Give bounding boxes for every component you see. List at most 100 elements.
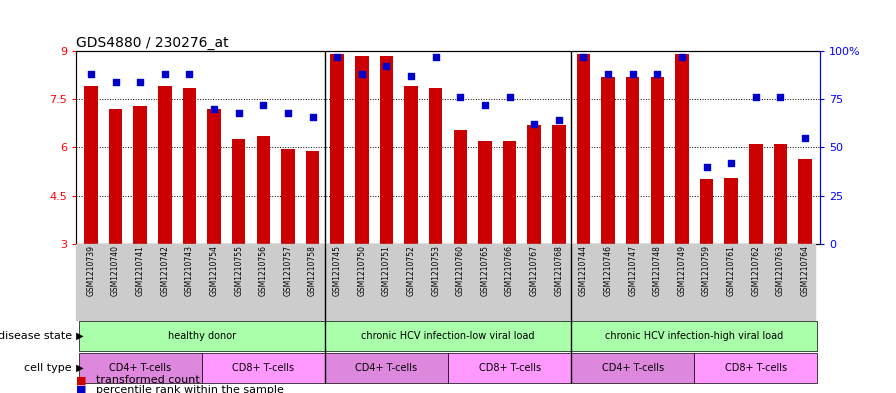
Bar	[108, 109, 123, 244]
Point	[675, 54, 689, 60]
Text: GSM1210768: GSM1210768	[555, 245, 564, 296]
Bar	[528, 125, 541, 244]
Bar	[380, 56, 393, 244]
Point	[749, 94, 763, 101]
Bar	[134, 106, 147, 244]
Bar	[325, 353, 448, 384]
Text: GSM1210751: GSM1210751	[382, 245, 391, 296]
Text: disease state: disease state	[0, 331, 72, 341]
Bar	[478, 141, 492, 244]
Bar	[183, 88, 196, 244]
Bar	[306, 151, 319, 244]
Text: ▶: ▶	[73, 363, 84, 373]
Point	[158, 71, 172, 77]
Bar	[798, 159, 812, 244]
Bar	[331, 54, 344, 244]
Text: GSM1210739: GSM1210739	[86, 245, 96, 296]
Bar	[700, 180, 713, 244]
Point	[83, 71, 98, 77]
Point	[453, 94, 468, 101]
Point	[552, 117, 566, 123]
Text: ▶: ▶	[73, 331, 84, 341]
Text: GSM1210757: GSM1210757	[283, 245, 292, 296]
Text: GSM1210767: GSM1210767	[530, 245, 538, 296]
Bar	[325, 321, 571, 351]
Point	[700, 163, 714, 170]
Bar	[202, 353, 325, 384]
Bar	[773, 144, 788, 244]
Bar	[453, 130, 467, 244]
Bar	[601, 77, 615, 244]
Point	[404, 73, 418, 79]
Text: CD4+ T-cells: CD4+ T-cells	[601, 363, 664, 373]
Text: CD8+ T-cells: CD8+ T-cells	[478, 363, 540, 373]
Text: GSM1210752: GSM1210752	[407, 245, 416, 296]
Text: GSM1210764: GSM1210764	[800, 245, 810, 296]
Point	[576, 54, 590, 60]
Bar	[626, 77, 640, 244]
Bar	[158, 86, 171, 244]
Point	[133, 79, 147, 85]
Text: chronic HCV infection-high viral load: chronic HCV infection-high viral load	[605, 331, 783, 341]
Point	[428, 54, 443, 60]
Text: GSM1210746: GSM1210746	[604, 245, 613, 296]
Bar	[577, 54, 590, 244]
Text: GSM1210755: GSM1210755	[234, 245, 243, 296]
Text: ■: ■	[76, 375, 87, 386]
Text: CD8+ T-cells: CD8+ T-cells	[725, 363, 787, 373]
Point	[650, 71, 665, 77]
Text: GSM1210765: GSM1210765	[480, 245, 489, 296]
Point	[280, 110, 295, 116]
Bar	[429, 88, 443, 244]
Text: GSM1210766: GSM1210766	[505, 245, 514, 296]
Bar	[503, 141, 516, 244]
Text: GSM1210740: GSM1210740	[111, 245, 120, 296]
Text: GSM1210761: GSM1210761	[727, 245, 736, 296]
Bar	[281, 149, 295, 244]
Point	[503, 94, 517, 101]
Text: GDS4880 / 230276_at: GDS4880 / 230276_at	[76, 36, 228, 50]
Bar	[650, 77, 664, 244]
Text: chronic HCV infection-low viral load: chronic HCV infection-low viral load	[361, 331, 535, 341]
Bar	[207, 109, 220, 244]
Point	[798, 134, 813, 141]
Point	[207, 106, 221, 112]
Point	[527, 121, 541, 127]
Bar	[676, 54, 689, 244]
Text: CD8+ T-cells: CD8+ T-cells	[232, 363, 295, 373]
Text: GSM1210753: GSM1210753	[431, 245, 440, 296]
Text: GSM1210745: GSM1210745	[332, 245, 341, 296]
Text: GSM1210758: GSM1210758	[308, 245, 317, 296]
Bar	[448, 353, 571, 384]
Text: percentile rank within the sample: percentile rank within the sample	[96, 385, 284, 393]
Bar	[355, 56, 368, 244]
Text: GSM1210756: GSM1210756	[259, 245, 268, 296]
Point	[182, 71, 196, 77]
Point	[330, 54, 344, 60]
Point	[601, 71, 616, 77]
Point	[773, 94, 788, 101]
Point	[724, 160, 738, 166]
Bar	[79, 321, 325, 351]
Bar	[79, 353, 202, 384]
Point	[108, 79, 123, 85]
Point	[355, 71, 369, 77]
Bar	[571, 321, 817, 351]
Bar	[232, 140, 246, 244]
Bar	[84, 86, 98, 244]
Point	[256, 102, 271, 108]
Bar	[749, 144, 762, 244]
Text: GSM1210762: GSM1210762	[752, 245, 761, 296]
Text: GSM1210749: GSM1210749	[677, 245, 686, 296]
Text: healthy donor: healthy donor	[168, 331, 236, 341]
Text: GSM1210747: GSM1210747	[628, 245, 637, 296]
Text: CD4+ T-cells: CD4+ T-cells	[356, 363, 418, 373]
Text: cell type: cell type	[24, 363, 72, 373]
Text: GSM1210759: GSM1210759	[702, 245, 711, 296]
Text: GSM1210754: GSM1210754	[210, 245, 219, 296]
Point	[478, 102, 492, 108]
Point	[379, 63, 393, 70]
Bar	[552, 125, 565, 244]
Text: GSM1210741: GSM1210741	[135, 245, 144, 296]
Text: GSM1210742: GSM1210742	[160, 245, 169, 296]
